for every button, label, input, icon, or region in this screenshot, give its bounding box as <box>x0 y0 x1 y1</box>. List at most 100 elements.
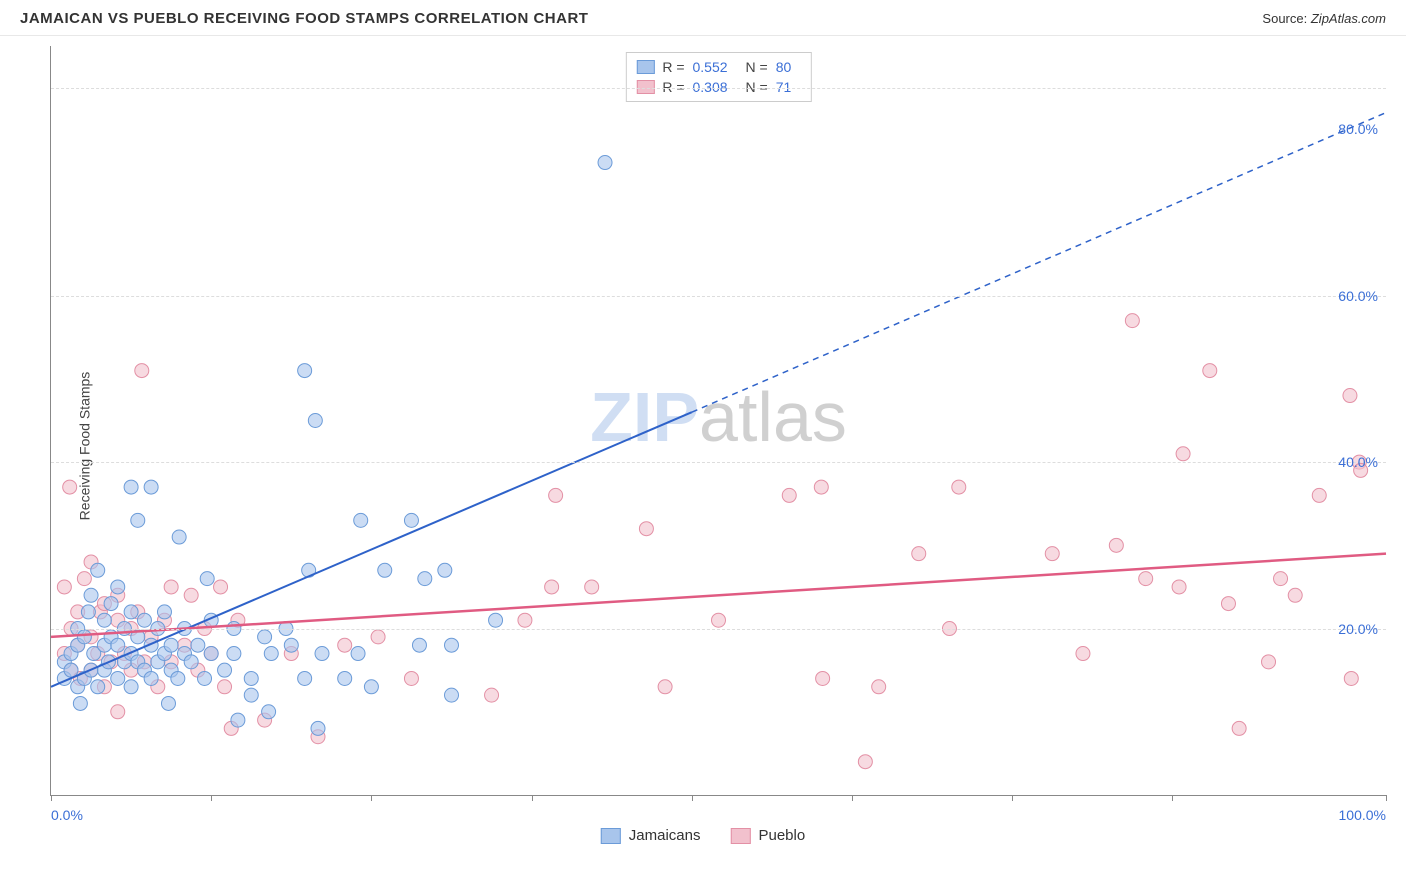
data-point <box>81 605 95 619</box>
gridline <box>51 462 1386 463</box>
data-point <box>111 638 125 652</box>
y-tick-label: 60.0% <box>1338 288 1378 304</box>
data-point <box>91 680 105 694</box>
data-point <box>137 613 151 627</box>
data-point <box>1125 314 1139 328</box>
data-point <box>712 613 726 627</box>
x-tick-mark <box>1386 795 1387 801</box>
data-point <box>418 572 432 586</box>
data-point <box>814 480 828 494</box>
data-point <box>315 647 329 661</box>
legend-series-item: Pueblo <box>730 827 805 844</box>
data-point <box>258 630 272 644</box>
data-point <box>184 588 198 602</box>
data-point <box>404 671 418 685</box>
data-point <box>585 580 599 594</box>
legend-swatch <box>730 828 750 844</box>
data-point <box>262 705 276 719</box>
data-point <box>200 572 214 586</box>
data-point <box>111 580 125 594</box>
trend-line-extrapolated <box>692 113 1386 413</box>
data-point <box>485 688 499 702</box>
data-point <box>164 580 178 594</box>
y-tick-label: 80.0% <box>1338 121 1378 137</box>
data-point <box>1076 647 1090 661</box>
x-tick-mark <box>51 795 52 801</box>
data-point <box>264 647 278 661</box>
scatter-svg <box>51 46 1386 795</box>
plot-area: ZIPatlas R =0.552N =80R =0.308N =71 20.0… <box>50 46 1386 796</box>
gridline <box>51 629 1386 630</box>
data-point <box>131 513 145 527</box>
data-point <box>1045 547 1059 561</box>
data-point <box>164 638 178 652</box>
data-point <box>438 563 452 577</box>
data-point <box>84 588 98 602</box>
y-tick-label: 40.0% <box>1338 454 1378 470</box>
source-credit: Source: ZipAtlas.com <box>1262 11 1386 26</box>
data-point <box>1109 538 1123 552</box>
data-point <box>489 613 503 627</box>
data-point <box>338 671 352 685</box>
data-point <box>412 638 426 652</box>
data-point <box>244 671 258 685</box>
data-point <box>1288 588 1302 602</box>
data-point <box>144 671 158 685</box>
data-point <box>545 580 559 594</box>
data-point <box>77 630 91 644</box>
data-point <box>204 647 218 661</box>
data-point <box>1176 447 1190 461</box>
data-point <box>227 647 241 661</box>
data-point <box>371 630 385 644</box>
data-point <box>124 680 138 694</box>
gridline <box>51 296 1386 297</box>
legend-r-label: R = <box>662 59 684 75</box>
x-tick-mark <box>692 795 693 801</box>
data-point <box>445 688 459 702</box>
x-tick-mark <box>371 795 372 801</box>
data-point <box>549 488 563 502</box>
data-point <box>952 480 966 494</box>
data-point <box>1232 721 1246 735</box>
data-point <box>298 671 312 685</box>
data-point <box>111 671 125 685</box>
data-point <box>57 580 71 594</box>
data-point <box>1312 488 1326 502</box>
data-point <box>73 696 87 710</box>
data-point <box>445 638 459 652</box>
data-point <box>161 696 175 710</box>
legend-series: Jamaicans Pueblo <box>601 827 805 844</box>
data-point <box>104 597 118 611</box>
data-point <box>135 364 149 378</box>
data-point <box>191 638 205 652</box>
x-tick-mark <box>852 795 853 801</box>
data-point <box>1172 580 1186 594</box>
x-tick-mark <box>1012 795 1013 801</box>
data-point <box>782 488 796 502</box>
data-point <box>912 547 926 561</box>
data-point <box>1274 572 1288 586</box>
data-point <box>218 663 232 677</box>
data-point <box>338 638 352 652</box>
data-point <box>351 647 365 661</box>
legend-correlation: R =0.552N =80R =0.308N =71 <box>625 52 811 102</box>
data-point <box>214 580 228 594</box>
gridline <box>51 88 1386 89</box>
legend-correlation-row: R =0.552N =80 <box>636 57 800 77</box>
data-point <box>1139 572 1153 586</box>
data-point <box>518 613 532 627</box>
data-point <box>97 613 111 627</box>
legend-series-label: Jamaicans <box>629 827 701 844</box>
x-tick-mark <box>1172 795 1173 801</box>
legend-swatch <box>601 828 621 844</box>
data-point <box>354 513 368 527</box>
data-point <box>284 638 298 652</box>
data-point <box>244 688 258 702</box>
data-point <box>378 563 392 577</box>
x-tick-mark <box>211 795 212 801</box>
data-point <box>1262 655 1276 669</box>
chart-area: Receiving Food Stamps ZIPatlas R =0.552N… <box>0 36 1406 856</box>
data-point <box>858 755 872 769</box>
data-point <box>816 671 830 685</box>
data-point <box>172 530 186 544</box>
